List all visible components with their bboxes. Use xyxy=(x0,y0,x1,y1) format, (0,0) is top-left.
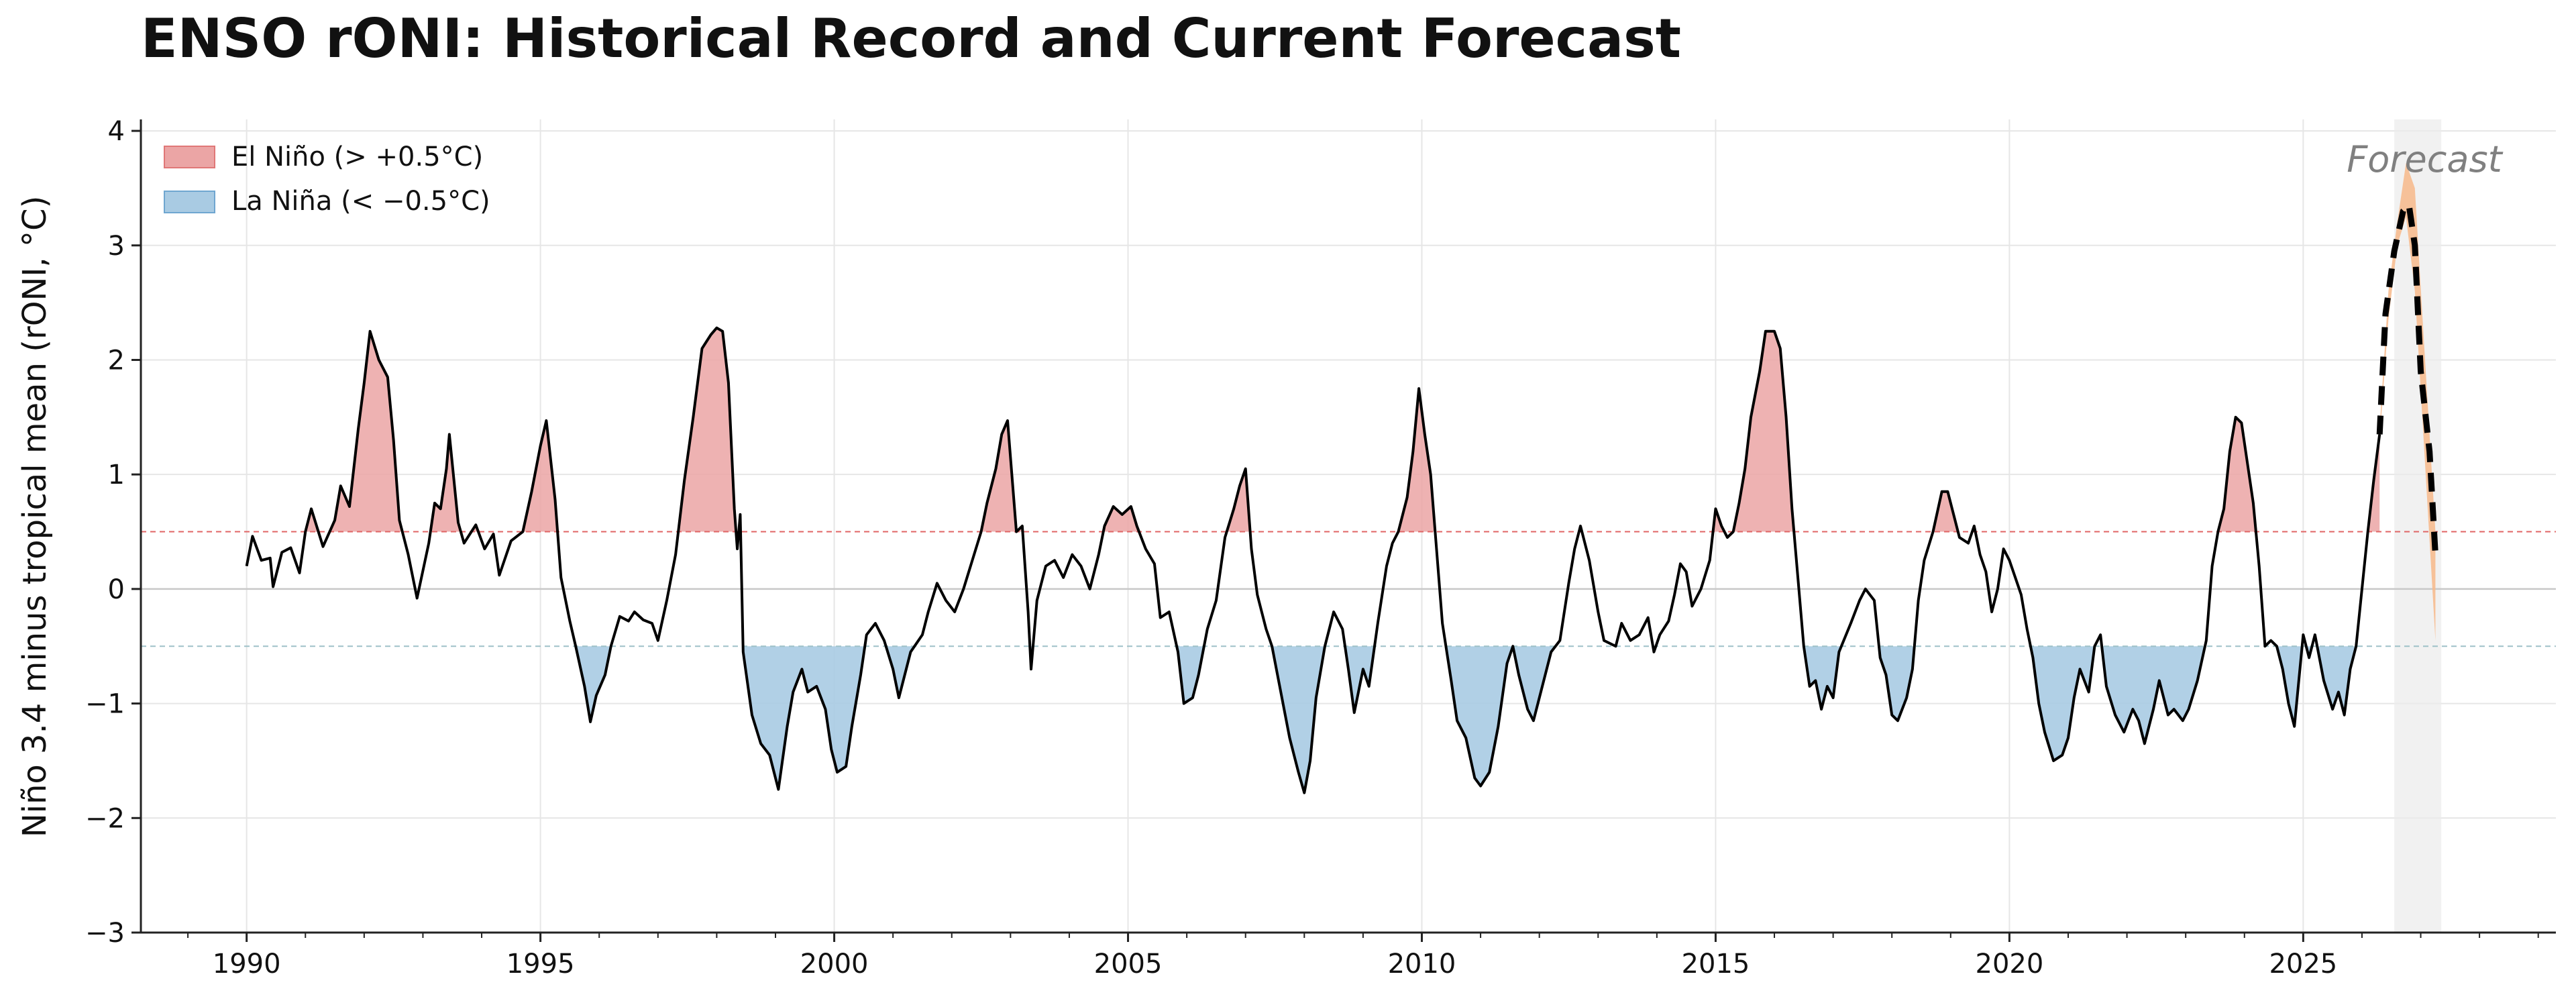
y-tick-label: 2 xyxy=(108,345,125,376)
el-nino-fill xyxy=(305,509,319,532)
grid xyxy=(141,119,2556,933)
y-tick-label: 3 xyxy=(108,231,125,262)
y-tick-label: −3 xyxy=(85,918,125,949)
legend-label-la-nina: La Niña (< −0.5°C) xyxy=(231,186,490,217)
x-tick-label: 1995 xyxy=(506,949,575,980)
y-tick-label: −2 xyxy=(85,803,125,834)
legend-label-el-nino: El Niño (> +0.5°C) xyxy=(231,142,483,172)
y-tick-label: 1 xyxy=(108,460,125,490)
el-nino-fill xyxy=(981,420,1017,532)
la-nina-fill xyxy=(743,646,865,790)
el-nino-fill xyxy=(329,331,402,532)
chart-title: ENSO rONI: Historical Record and Current… xyxy=(141,7,1681,70)
la-nina-fill xyxy=(885,646,915,698)
la-nina-fill xyxy=(1272,646,1325,793)
el-nino-fill xyxy=(1103,506,1139,532)
la-nina-fill xyxy=(2102,646,2205,744)
el-nino-fill xyxy=(678,327,737,532)
el-nino-fill xyxy=(1733,331,1794,532)
x-tick-label: 2000 xyxy=(800,949,869,980)
x-tick-label: 2020 xyxy=(1976,949,2044,980)
la-nina-fill xyxy=(576,646,611,722)
forecast-line xyxy=(2376,202,2438,555)
forecast-annotation: Forecast xyxy=(2347,138,2503,180)
legend: El Niño (> +0.5°C) La Niña (< −0.5°C) xyxy=(164,142,490,217)
anomaly-fills xyxy=(305,327,2380,793)
el-nino-fill xyxy=(1933,491,1958,532)
el-nino-fill xyxy=(2218,417,2256,532)
y-tick-label: 0 xyxy=(108,574,125,605)
legend-swatch-el-nino xyxy=(164,146,215,168)
legend-swatch-la-nina xyxy=(164,191,215,213)
la-nina-fill xyxy=(1446,646,1513,786)
series-layer xyxy=(245,202,2438,794)
axes xyxy=(140,119,2556,934)
x-tick-label: 2005 xyxy=(1094,949,1163,980)
y-axis-label: Niño 3.4 minus tropical mean (rONI, °C) xyxy=(16,196,54,838)
y-tick-label: −1 xyxy=(85,689,125,720)
y-tick-label: 4 xyxy=(108,116,125,147)
x-tick-label: 2015 xyxy=(1682,949,1750,980)
x-tick-label: 1990 xyxy=(213,949,281,980)
x-tick-label: 2010 xyxy=(1388,949,1456,980)
observed-line xyxy=(245,326,2381,794)
la-nina-fill xyxy=(1513,646,1556,721)
ticks: 1990 1995 2000 2005 2010 2015 2020 2025 −3 −2 −1 0 1… xyxy=(85,116,2539,980)
la-nina-fill xyxy=(1878,646,1915,721)
x-tick-label: 2025 xyxy=(2269,949,2337,980)
threshold-lines xyxy=(141,531,2556,647)
